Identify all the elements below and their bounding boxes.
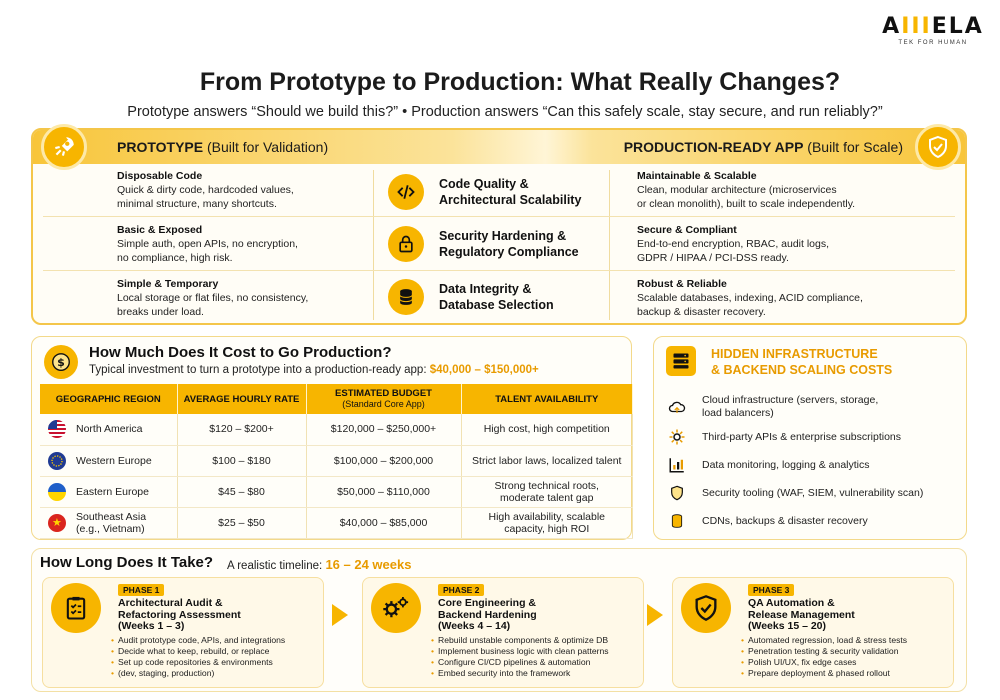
production-security-cell: Secure & Compliant End-to-end encryption… bbox=[637, 224, 830, 264]
row-divider bbox=[43, 270, 955, 271]
eu-flag-icon bbox=[48, 451, 66, 470]
cost-title: How Much Does It Cost to Go Production? bbox=[89, 344, 392, 361]
prototype-header: PROTOTYPE (Built for Validation) bbox=[117, 139, 329, 155]
rocket-icon bbox=[41, 124, 87, 170]
infra-item: CDNs, backups & disaster recovery bbox=[668, 512, 868, 530]
cost-subtitle: Typical investment to turn a prototype i… bbox=[89, 364, 539, 376]
prototype-security-cell: Basic & Exposed Simple auth, open APIs, … bbox=[117, 224, 298, 264]
infra-item: Security tooling (WAF, SIEM, vulnerabili… bbox=[668, 484, 923, 502]
coins-icon: $ bbox=[44, 345, 78, 379]
data-integrity-topic: Data Integrity & Database Selection bbox=[388, 279, 554, 315]
production-code-cell: Maintainable & Scalable Clean, modular a… bbox=[637, 170, 856, 210]
infrastructure-panel: HIDDEN INFRASTRUCTURE & BACKEND SCALING C… bbox=[653, 336, 967, 540]
phase-card-1: PHASE 1 Architectural Audit & Refactoring… bbox=[42, 577, 324, 688]
phase-tasks: Automated regression, load & stress test… bbox=[741, 635, 907, 679]
vietnam-flag-icon: ★ bbox=[48, 513, 66, 532]
logo-text-ela: ELA bbox=[931, 14, 984, 39]
divider bbox=[609, 170, 610, 320]
security-topic: Security Hardening & Regulatory Complianc… bbox=[388, 226, 579, 262]
cloud-icon bbox=[668, 399, 686, 415]
phase-tag: PHASE 2 bbox=[438, 584, 485, 596]
us-flag-icon bbox=[48, 420, 66, 439]
production-header: PRODUCTION-READY APP (Built for Scale) bbox=[623, 139, 903, 155]
infra-item: Data monitoring, logging & analytics bbox=[668, 456, 870, 474]
divider bbox=[373, 170, 374, 320]
prototype-data-cell: Simple & Temporary Local storage or flat… bbox=[117, 278, 309, 318]
phase-name: Core Engineering & Backend Hardening (Week… bbox=[438, 597, 537, 632]
arrow-right-icon bbox=[647, 604, 663, 626]
phase-tasks: Audit prototype code, APIs, and integrat… bbox=[111, 635, 285, 679]
header-region: GEOGRAPHIC REGION bbox=[40, 384, 178, 414]
ukraine-flag-icon bbox=[48, 482, 66, 501]
timeline-title: How Long Does It Take? bbox=[40, 554, 214, 571]
header-rate: AVERAGE HOURLY RATE bbox=[177, 384, 307, 414]
logo-text-a: A bbox=[882, 14, 902, 39]
phase-card-3: PHASE 3 QA Automation & Release Managemen… bbox=[672, 577, 954, 688]
brand-tagline: TEK FOR HUMAN bbox=[898, 40, 968, 46]
arrow-right-icon bbox=[332, 604, 348, 626]
cost-table: GEOGRAPHIC REGION AVERAGE HOURLY RATE ES… bbox=[40, 384, 633, 539]
chart-icon bbox=[668, 456, 686, 474]
shield-icon bbox=[668, 484, 686, 502]
row-divider bbox=[43, 216, 955, 217]
lock-icon bbox=[388, 226, 424, 262]
infrastructure-title: HIDDEN INFRASTRUCTURE & BACKEND SCALING C… bbox=[711, 347, 893, 377]
comparison-panel: PROTOTYPE (Built for Validation) PRODUCT… bbox=[31, 124, 967, 325]
page-title: From Prototype to Production: What Reall… bbox=[199, 68, 841, 96]
shield-icon bbox=[915, 124, 961, 170]
table-row: ★ Southeast Asia (e.g., Vietnam) $25 – $5… bbox=[40, 507, 633, 539]
table-row: Eastern Europe $45 – $80 $50,000 – $110,… bbox=[40, 476, 633, 508]
infra-item: Cloud infrastructure (servers, storage, l… bbox=[668, 394, 878, 420]
timeline-subtitle: A realistic timeline: 16 – 24 weeks bbox=[227, 557, 412, 572]
code-quality-topic: Code Quality & Architectural Scalability bbox=[388, 174, 581, 210]
phase-tag: PHASE 1 bbox=[118, 584, 165, 596]
header-budget: ESTIMATED BUDGET (Standard Core App) bbox=[306, 384, 462, 414]
phase-name: Architectural Audit & Refactoring Assessm… bbox=[118, 597, 241, 632]
comparison-header bbox=[33, 130, 965, 164]
database-icon bbox=[668, 512, 686, 530]
gears-icon bbox=[371, 583, 421, 633]
brand-logo: AIIIELA TEK FOR HUMAN bbox=[878, 14, 988, 46]
phase-name: QA Automation & Release Management (Weeks … bbox=[748, 597, 855, 632]
phase-tag: PHASE 3 bbox=[748, 584, 795, 596]
table-row: North America $120 – $200+ $120,000 – $2… bbox=[40, 414, 633, 446]
logo-text-m: III bbox=[901, 14, 932, 39]
infra-item: Third-party APIs & enterprise subscripti… bbox=[668, 428, 901, 446]
production-data-cell: Robust & Reliable Scalable databases, in… bbox=[637, 278, 863, 318]
gear-icon bbox=[668, 428, 686, 446]
svg-text:$: $ bbox=[57, 356, 65, 369]
server-icon bbox=[666, 346, 696, 376]
phase-tasks: Rebuild unstable components & optimize D… bbox=[431, 635, 609, 679]
code-icon bbox=[388, 174, 424, 210]
phase-card-2: PHASE 2 Core Engineering & Backend Harden… bbox=[362, 577, 644, 688]
shield-check-icon bbox=[681, 583, 731, 633]
cost-panel: $ How Much Does It Cost to Go Production… bbox=[31, 336, 633, 540]
page-subtitle: Prototype answers “Should we build this?… bbox=[127, 104, 883, 120]
header-talent: TALENT AVAILABILITY bbox=[461, 384, 633, 414]
database-icon bbox=[388, 279, 424, 315]
table-row: Western Europe $100 – $180 $100,000 – $2… bbox=[40, 445, 633, 477]
prototype-code-cell: Disposable Code Quick & dirty code, hard… bbox=[117, 170, 294, 210]
checklist-icon bbox=[51, 583, 101, 633]
timeline-panel: How Long Does It Take? A realistic timel… bbox=[31, 548, 967, 692]
